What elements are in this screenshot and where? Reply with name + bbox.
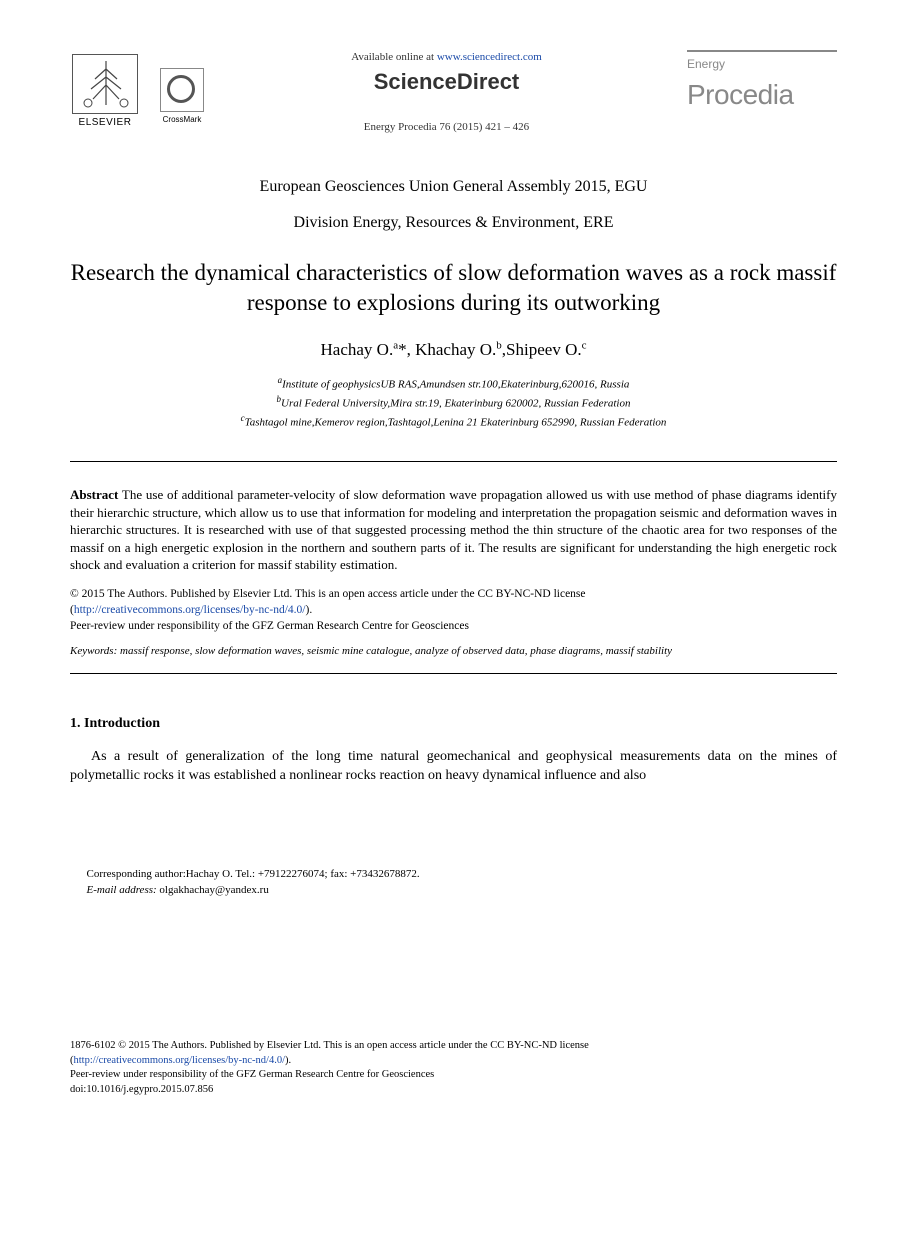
available-prefix: Available online at bbox=[351, 51, 437, 63]
divider-top bbox=[70, 461, 837, 462]
author-3: Shipeev O. bbox=[506, 340, 582, 359]
author-3-sup: c bbox=[582, 339, 587, 351]
keywords-text: massif response, slow deformation waves,… bbox=[117, 645, 672, 657]
corresponding-line: Corresponding author:Hachay O. Tel.: +79… bbox=[87, 866, 838, 883]
footer-license: (http://creativecommons.org/licenses/by-… bbox=[70, 1054, 837, 1069]
aff-b-text: Ural Federal University,Mira str.19, Eka… bbox=[281, 398, 630, 410]
affiliations: aInstitute of geophysicsUB RAS,Amundsen … bbox=[70, 374, 837, 431]
copyright-license: (http://creativecommons.org/licenses/by-… bbox=[70, 602, 837, 618]
license-link[interactable]: http://creativecommons.org/licenses/by-n… bbox=[74, 604, 306, 616]
corresponding-email: E-mail address: olgakhachay@yandex.ru bbox=[87, 882, 838, 899]
crossmark-logo[interactable]: CrossMark bbox=[158, 68, 206, 130]
elsevier-tree-icon bbox=[72, 54, 138, 114]
author-2-sup: b bbox=[496, 339, 502, 351]
authors: Hachay O.a*, Khachay O.b,Shipeev O.c bbox=[70, 338, 837, 362]
article-title: Research the dynamical characteristics o… bbox=[70, 258, 837, 318]
affiliation-a: aInstitute of geophysicsUB RAS,Amundsen … bbox=[70, 374, 837, 393]
elsevier-label: ELSEVIER bbox=[79, 116, 132, 130]
abstract: Abstract The use of additional parameter… bbox=[70, 486, 837, 574]
author-1-mark: * bbox=[398, 340, 407, 359]
footer-line-1: 1876-6102 © 2015 The Authors. Published … bbox=[70, 1039, 837, 1054]
title-block: Research the dynamical characteristics o… bbox=[70, 258, 837, 318]
header-row: ELSEVIER CrossMark Available online at w… bbox=[70, 50, 837, 136]
footer-license-link[interactable]: http://creativecommons.org/licenses/by-n… bbox=[74, 1055, 286, 1066]
conference-line-1: European Geosciences Union General Assem… bbox=[70, 176, 837, 198]
copyright-line-2: Peer-review under responsibility of the … bbox=[70, 618, 837, 634]
aff-c-text: Tashtagol mine,Kemerov region,Tashtagol,… bbox=[245, 417, 667, 429]
email-label: E-mail address: bbox=[87, 884, 157, 896]
abstract-text: The use of additional parameter-velocity… bbox=[70, 487, 837, 572]
elsevier-logo[interactable]: ELSEVIER bbox=[70, 50, 140, 130]
author-2: Khachay O. bbox=[415, 340, 496, 359]
divider-bottom bbox=[70, 673, 837, 674]
procedia-main-label: Procedia bbox=[687, 75, 837, 114]
author-1: Hachay O. bbox=[321, 340, 394, 359]
citation: Energy Procedia 76 (2015) 421 – 426 bbox=[216, 120, 677, 135]
section-1-heading: 1. Introduction bbox=[70, 714, 837, 734]
email-value: olgakhachay@yandex.ru bbox=[157, 884, 269, 896]
affiliation-b: bUral Federal University,Mira str.19, Ek… bbox=[70, 393, 837, 412]
footer-line-2: Peer-review under responsibility of the … bbox=[70, 1068, 837, 1083]
copyright-line-1: © 2015 The Authors. Published by Elsevie… bbox=[70, 586, 837, 602]
keywords: Keywords: massif response, slow deformat… bbox=[70, 644, 837, 659]
center-header: Available online at www.sciencedirect.co… bbox=[206, 50, 687, 136]
conference-block: European Geosciences Union General Assem… bbox=[70, 176, 837, 235]
abstract-label: Abstract bbox=[70, 487, 118, 502]
section-1-p1: As a result of generalization of the lon… bbox=[70, 748, 837, 786]
conference-line-2: Division Energy, Resources & Environment… bbox=[70, 212, 837, 234]
crossmark-label: CrossMark bbox=[163, 114, 202, 125]
crossmark-icon bbox=[160, 68, 204, 112]
available-online: Available online at www.sciencedirect.co… bbox=[216, 50, 677, 65]
copyright: © 2015 The Authors. Published by Elsevie… bbox=[70, 586, 837, 634]
corresponding-author: Corresponding author:Hachay O. Tel.: +79… bbox=[70, 866, 837, 899]
sciencedirect-link[interactable]: www.sciencedirect.com bbox=[437, 51, 542, 63]
procedia-logo: Energy Procedia bbox=[687, 50, 837, 114]
affiliation-c: cTashtagol mine,Kemerov region,Tashtagol… bbox=[70, 412, 837, 431]
keywords-label: Keywords: bbox=[70, 645, 117, 657]
left-logos: ELSEVIER CrossMark bbox=[70, 50, 206, 130]
footer-doi: doi:10.1016/j.egypro.2015.07.856 bbox=[70, 1083, 837, 1098]
sciencedirect-logo[interactable]: ScienceDirect bbox=[216, 67, 677, 98]
footer: 1876-6102 © 2015 The Authors. Published … bbox=[70, 1039, 837, 1098]
procedia-energy-label: Energy bbox=[687, 56, 837, 73]
aff-a-text: Institute of geophysicsUB RAS,Amundsen s… bbox=[282, 379, 629, 391]
